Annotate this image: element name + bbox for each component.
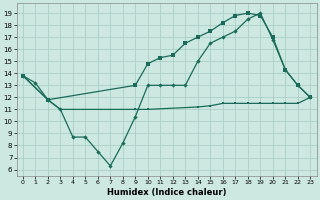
X-axis label: Humidex (Indice chaleur): Humidex (Indice chaleur) [107,188,226,197]
